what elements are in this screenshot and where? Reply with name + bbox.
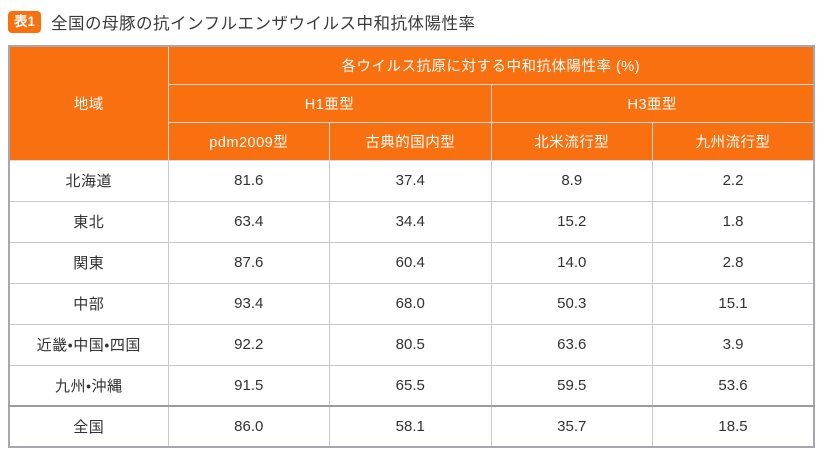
- value-cell: 87.6: [167, 241, 330, 284]
- value-cell: 91.5: [167, 364, 330, 407]
- value-cell: 68.0: [329, 282, 492, 325]
- value-cell: 53.6: [652, 364, 815, 407]
- value-cell: 15.2: [490, 200, 653, 243]
- value-cell: 81.6: [167, 159, 330, 202]
- column-header-region: 地域: [8, 45, 169, 161]
- value-cell: 14.0: [490, 241, 653, 284]
- value-cell: 34.4: [329, 200, 492, 243]
- table-row: 近畿・中国・四国 92.2 80.5 63.6 3.9: [8, 323, 815, 366]
- value-cell: 59.5: [490, 364, 653, 407]
- table-row-total: 全国 86.0 58.1 35.7 18.5: [8, 405, 815, 448]
- region-cell: 北海道: [8, 159, 169, 202]
- region-cell: 全国: [8, 405, 169, 448]
- value-cell: 35.7: [490, 405, 653, 448]
- value-cell: 3.9: [652, 323, 815, 366]
- table-number-badge: 表1: [8, 10, 42, 34]
- value-cell: 2.8: [652, 241, 815, 284]
- value-cell: 80.5: [329, 323, 492, 366]
- table-row: 中部 93.4 68.0 50.3 15.1: [8, 282, 815, 325]
- header-row-top: 地域 各ウイルス抗原に対する中和抗体陽性率 (%): [8, 45, 815, 161]
- table-row: 九州・沖縄 91.5 65.5 59.5 53.6: [8, 364, 815, 407]
- antibody-positivity-table: 地域 各ウイルス抗原に対する中和抗体陽性率 (%) H1亜型 H3亜型 pdm2…: [8, 45, 815, 448]
- value-cell: 92.2: [167, 323, 330, 366]
- value-cell: 93.4: [167, 282, 330, 325]
- region-cell: 東北: [8, 200, 169, 243]
- region-cell: 中部: [8, 282, 169, 325]
- column-header-north-america: 北米流行型: [490, 121, 653, 161]
- column-group-h1: H1亜型: [167, 83, 492, 123]
- region-cell: 九州・沖縄: [8, 364, 169, 407]
- value-cell: 15.1: [652, 282, 815, 325]
- table-caption: 表1 全国の母豚の抗インフルエンザウイルス中和抗体陽性率: [0, 0, 823, 36]
- table-row: 関東 87.6 60.4 14.0 2.8: [8, 241, 815, 284]
- value-cell: 1.8: [652, 200, 815, 243]
- value-cell: 65.5: [329, 364, 492, 407]
- region-cell: 関東: [8, 241, 169, 284]
- value-cell: 58.1: [329, 405, 492, 448]
- value-cell: 50.3: [490, 282, 653, 325]
- value-cell: 63.4: [167, 200, 330, 243]
- column-header-overall: 各ウイルス抗原に対する中和抗体陽性率 (%): [167, 45, 815, 85]
- column-header-classic-domestic: 古典的国内型: [329, 121, 492, 161]
- header-row-subtype: H1亜型 H3亜型: [9, 83, 815, 123]
- value-cell-highlighted: 86.0: [167, 405, 330, 448]
- page-title: 全国の母豚の抗インフルエンザウイルス中和抗体陽性率: [51, 15, 476, 33]
- value-cell: 63.6: [490, 323, 653, 366]
- table-row: 北海道 81.6 37.4 8.9 2.2: [8, 159, 815, 202]
- value-cell: 60.4: [329, 241, 492, 284]
- column-header-pdm2009: pdm2009型: [167, 121, 330, 161]
- column-group-h3: H3亜型: [490, 83, 815, 123]
- column-header-kyushu: 九州流行型: [652, 121, 815, 161]
- value-cell: 37.4: [329, 159, 492, 202]
- value-cell: 2.2: [652, 159, 815, 202]
- region-cell: 近畿・中国・四国: [8, 323, 169, 366]
- value-cell: 8.9: [490, 159, 653, 202]
- value-cell: 18.5: [652, 405, 815, 448]
- table-row: 東北 63.4 34.4 15.2 1.8: [8, 200, 815, 243]
- header-row-strain: pdm2009型 古典的国内型 北米流行型 九州流行型: [9, 121, 815, 161]
